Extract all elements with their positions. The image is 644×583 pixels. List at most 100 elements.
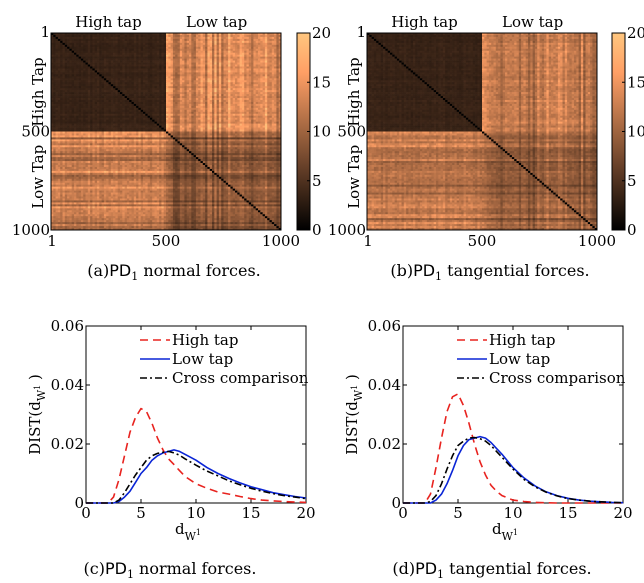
heatmap-cell	[62, 76, 66, 79]
heatmap-cell	[74, 82, 77, 85]
heatmap-cell	[228, 52, 231, 56]
heatmap-cell	[136, 54, 139, 57]
heatmap-cell	[140, 52, 144, 56]
heatmap-cell	[154, 82, 158, 85]
heatmap-cell	[191, 36, 194, 40]
heatmap-cell	[147, 70, 151, 73]
heatmap-cell	[133, 80, 137, 83]
heatmap-cell	[131, 36, 135, 40]
heatmap-cell	[117, 40, 121, 44]
heatmap-cell	[230, 56, 234, 59]
heatmap-cell	[170, 60, 174, 63]
heatmap-cell	[278, 50, 282, 54]
heatmap-cell	[147, 48, 151, 52]
heatmap-cell	[152, 64, 155, 67]
heatmap-cell	[182, 38, 185, 42]
heatmap-cell	[168, 33, 171, 36]
heatmap-cell	[120, 56, 123, 59]
heatmap-cell	[101, 38, 105, 42]
heatmap-cell	[99, 56, 102, 59]
heatmap-cell	[69, 80, 73, 83]
heatmap-cell	[182, 80, 185, 83]
heatmap-cell	[179, 33, 183, 36]
heatmap-cell	[274, 78, 277, 81]
heatmap-cell	[62, 66, 66, 69]
heatmap-cell	[221, 46, 224, 50]
heatmap-cell	[182, 64, 185, 67]
heatmap-cell	[122, 42, 125, 46]
heatmap-cell	[186, 66, 190, 69]
heatmap-cell	[55, 78, 59, 81]
heatmap-cell	[195, 58, 199, 61]
heatmap-cell	[67, 62, 70, 65]
heatmap-cell	[87, 34, 91, 38]
heatmap-cell	[267, 62, 270, 65]
heatmap-cell	[251, 44, 254, 48]
heatmap-cell	[92, 70, 96, 73]
heatmap-cell	[145, 74, 148, 77]
heatmap-cell	[133, 68, 137, 71]
heatmap-cell	[182, 36, 185, 40]
heatmap-cell	[179, 36, 183, 40]
heatmap-cell	[156, 78, 160, 81]
heatmap-cell	[195, 76, 199, 79]
heatmap-cell	[120, 76, 123, 79]
heatmap-cell	[120, 58, 123, 61]
heatmap-cell	[152, 50, 155, 54]
heatmap-cell	[214, 78, 217, 81]
heatmap-cell	[230, 42, 234, 46]
heatmap-cell	[264, 78, 268, 81]
heatmap-cell	[177, 54, 181, 57]
heatmap-cell	[163, 56, 167, 59]
heatmap-cell	[255, 40, 259, 44]
heatmap-cell	[193, 68, 197, 71]
heatmap-cell	[124, 70, 128, 73]
heatmap-cell	[136, 34, 139, 38]
heatmap-cell	[83, 42, 86, 46]
heatmap-cell	[191, 52, 194, 56]
heatmap-cell	[62, 38, 66, 42]
heatmap-cell	[131, 34, 135, 38]
heatmap-cell	[76, 54, 79, 57]
heatmap-cell	[207, 48, 211, 52]
heatmap-cell	[156, 68, 160, 71]
heatmap-cell	[53, 44, 56, 48]
heatmap-cell	[64, 38, 68, 42]
heatmap-cell	[159, 70, 162, 73]
heatmap-cell	[80, 64, 84, 67]
heatmap-cell	[60, 60, 63, 63]
heatmap-cell	[74, 72, 77, 75]
heatmap-cell	[225, 82, 229, 85]
heatmap-cell	[214, 74, 217, 77]
heatmap-cell	[64, 82, 68, 85]
heatmap-cell	[51, 72, 54, 75]
heatmap-cell	[179, 42, 183, 46]
heatmap-cell	[143, 62, 146, 65]
heatmap-cell	[120, 34, 123, 38]
heatmap-cell	[131, 48, 135, 52]
heatmap-cell	[143, 82, 146, 85]
heatmap-cell	[147, 78, 151, 81]
heatmap-cell	[232, 78, 236, 81]
heatmap-cell	[205, 42, 208, 46]
heatmap-cell	[143, 44, 146, 48]
heatmap-cell	[248, 80, 252, 83]
heatmap-cell	[90, 74, 93, 77]
heatmap-cell	[129, 42, 132, 46]
heatmap-cell	[76, 62, 79, 65]
heatmap-cell	[260, 52, 263, 56]
heatmap-cell	[244, 33, 247, 36]
heatmap-cell	[147, 82, 151, 85]
heatmap-cell	[101, 54, 105, 57]
heatmap-cell	[212, 42, 215, 46]
heatmap-cell	[258, 50, 261, 54]
heatmap-cell	[83, 62, 86, 65]
heatmap-cell	[239, 82, 243, 85]
heatmap-cell	[191, 70, 194, 73]
heatmap-cell	[108, 48, 112, 52]
heatmap-cell	[101, 40, 105, 44]
heatmap-cell	[154, 70, 158, 73]
heatmap-cell	[161, 48, 165, 52]
heatmap-cell	[235, 38, 238, 42]
